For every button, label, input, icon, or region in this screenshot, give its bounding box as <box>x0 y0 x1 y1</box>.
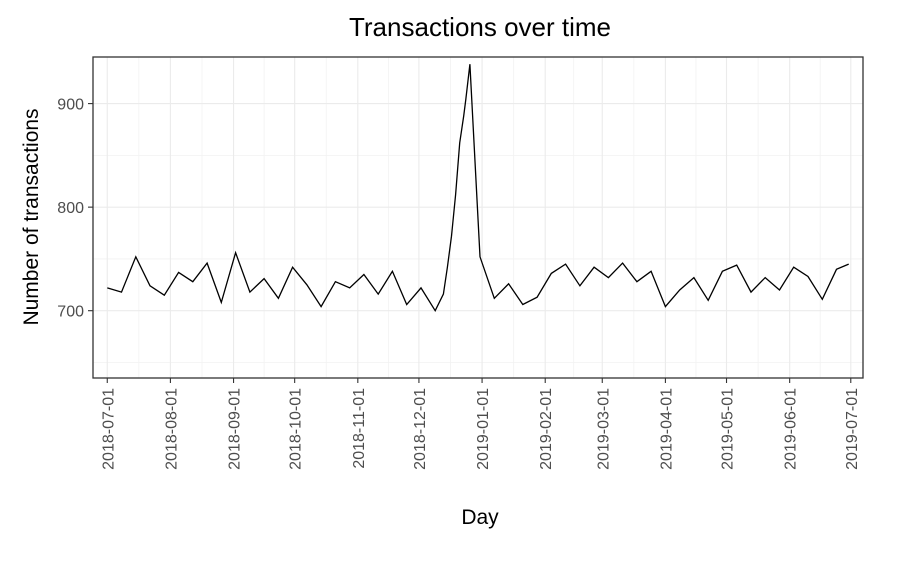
x-tick-label: 2019-06-01 <box>783 388 800 470</box>
plot-border <box>92 56 864 379</box>
x-tick-label: 2018-12-01 <box>412 388 429 470</box>
x-tick-label: 2019-01-01 <box>475 388 492 470</box>
x-tick-label: 2019-02-01 <box>538 388 555 470</box>
x-tick-label: 2019-04-01 <box>658 388 675 470</box>
y-axis: 700 800 900 <box>57 97 93 321</box>
x-tick-label: 2018-07-01 <box>100 388 117 470</box>
y-tick-label: 700 <box>57 304 84 321</box>
x-tick-label: 2019-05-01 <box>720 388 737 470</box>
y-tick-label: 900 <box>57 97 84 114</box>
grid-lines <box>93 57 863 378</box>
x-tick-label: 2019-07-01 <box>844 388 861 470</box>
y-tick-label: 800 <box>57 200 84 217</box>
x-axis-title: Day <box>461 506 499 529</box>
x-tick-label: 2018-08-01 <box>163 388 180 470</box>
x-tick-label: 2018-10-01 <box>288 388 305 470</box>
x-tick-label: 2018-11-01 <box>351 388 368 469</box>
x-axis: 2018-07-01 2018-08-01 2018-09-01 2018-10-01… <box>100 378 861 470</box>
series-line <box>107 64 849 313</box>
x-tick-label: 2019-03-01 <box>595 388 612 470</box>
chart-title: Transactions over time <box>349 12 611 42</box>
x-tick-label: 2018-09-01 <box>227 388 244 470</box>
y-axis-title: Number of transactions <box>20 108 43 325</box>
